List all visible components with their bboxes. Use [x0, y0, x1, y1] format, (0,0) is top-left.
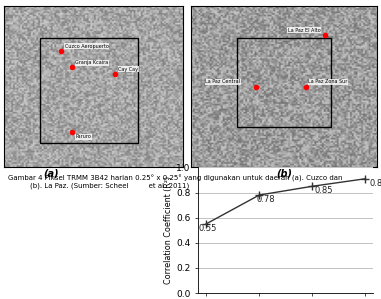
Text: Granja Kcaira: Granja Kcaira [75, 60, 109, 65]
Text: (b): (b) [276, 169, 292, 179]
Text: 0.81: 0.81 [370, 179, 381, 188]
Y-axis label: Correlation Coefficient (R²): Correlation Coefficient (R²) [164, 176, 173, 284]
Text: Cay Cay: Cay Cay [118, 67, 138, 71]
Text: Gambar 4 Piksel TRMM 3B42 harian 0.25° x 0.25° yang digunakan untuk daerah (a). : Gambar 4 Piksel TRMM 3B42 harian 0.25° x… [8, 175, 342, 182]
Text: 0.55: 0.55 [198, 224, 216, 233]
Text: 0.78: 0.78 [256, 195, 275, 204]
Bar [237, 38, 331, 127]
Text: 0.85: 0.85 [315, 186, 333, 195]
Text: La Paz El Alto: La Paz El Alto [288, 28, 320, 33]
Text: La Paz Central: La Paz Central [205, 80, 240, 85]
Bar [40, 38, 138, 143]
Text: Paruro: Paruro [75, 134, 91, 139]
Text: La Paz Zona Sur: La Paz Zona Sur [308, 80, 347, 85]
Text: Cuzco Aeropuerto: Cuzco Aeropuerto [65, 44, 109, 49]
Text: (b). La Paz. (Sumber: Scheel              et al. 2011): (b). La Paz. (Sumber: Scheel et al. 2011… [30, 183, 190, 190]
Text: (a): (a) [43, 169, 59, 179]
